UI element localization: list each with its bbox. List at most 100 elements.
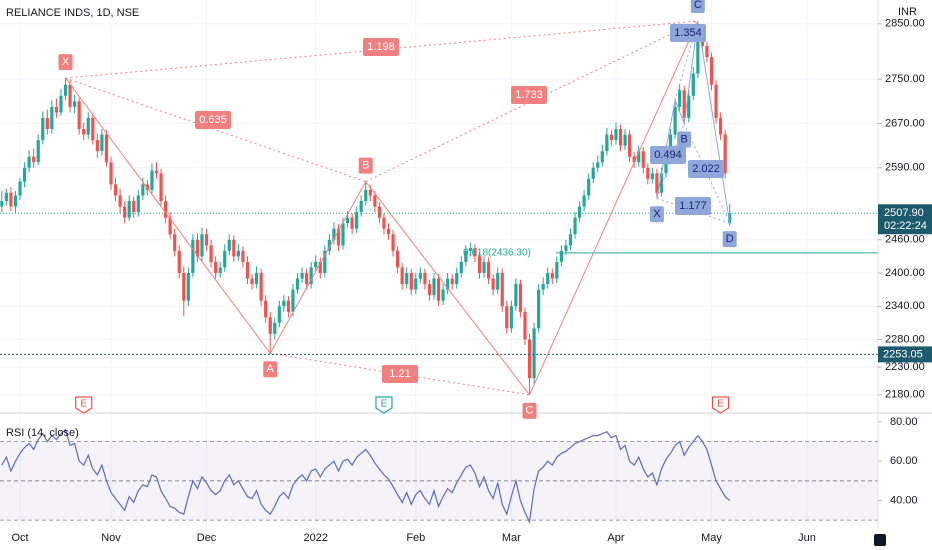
candle-body [450, 278, 454, 285]
pattern-leg [674, 100, 685, 124]
grid [0, 0, 878, 528]
logo-icon[interactable] [874, 534, 886, 546]
x-tick-label: Dec [197, 532, 217, 544]
candle-body [678, 90, 682, 107]
x-tick-label: Mar [502, 532, 521, 544]
ratio-box [675, 197, 711, 215]
candle-body [218, 267, 222, 274]
candle-body [350, 217, 354, 229]
candle-body [63, 84, 68, 96]
candle-body [600, 151, 604, 163]
candle-body [68, 84, 72, 107]
y-tick-label: 2400.00 [885, 267, 925, 279]
candle-body [50, 106, 54, 130]
pattern-point-label: A [267, 363, 275, 375]
candle-body [9, 192, 13, 207]
candle-body [45, 117, 49, 130]
candle-body [486, 261, 491, 279]
candle-body [0, 201, 4, 207]
candle-body [268, 317, 272, 334]
event-marker [711, 396, 730, 414]
pattern-ratio-leg [683, 123, 731, 224]
ratio-box [511, 86, 547, 104]
candle-body [700, 40, 704, 46]
candle-body [468, 248, 472, 251]
candle-body [177, 250, 181, 274]
candle-body [646, 167, 650, 179]
candle-body [150, 170, 154, 190]
y-tick-label: 2280.00 [885, 333, 925, 345]
candle-body [173, 234, 177, 251]
event-marker [75, 396, 93, 414]
candle-body [54, 106, 59, 113]
candle-body [427, 284, 432, 296]
pattern-point-box [58, 54, 73, 71]
candle-body [573, 217, 577, 235]
pattern-ratio-leg [365, 20, 699, 183]
candle-body [514, 284, 518, 307]
candle-body [355, 212, 359, 229]
candle-body [696, 40, 700, 74]
candle-body [123, 206, 127, 218]
y-tick-label: 2340.00 [885, 300, 925, 312]
candle-body [555, 261, 559, 279]
countdown-label: 02:22:24 [884, 220, 927, 232]
candle-body [4, 192, 8, 202]
ratio-label: 0.635 [199, 114, 227, 126]
candle-body [405, 273, 409, 285]
y-tick-label: 2460.00 [885, 234, 925, 246]
ratio-box [195, 111, 231, 129]
candle-body [532, 328, 536, 379]
candle-body [182, 273, 186, 301]
candle-body [136, 195, 140, 213]
candle-body [359, 201, 363, 213]
pattern-point-box [690, 0, 705, 14]
candle-body [232, 239, 236, 257]
candle-body [204, 234, 209, 246]
candle-body [687, 95, 691, 118]
candle-body [300, 273, 304, 279]
candle-body [432, 278, 436, 296]
candle-body [264, 300, 268, 318]
pattern-point-label: D [726, 233, 734, 245]
candle-body [113, 184, 118, 196]
candle-body [305, 273, 309, 285]
candle-body [446, 278, 450, 290]
rsi-title: RSI (14, close) [6, 427, 79, 439]
ratio-label: 1.733 [515, 89, 543, 101]
x-tick-label: 2022 [303, 532, 327, 544]
event-marker [375, 396, 393, 414]
candle-body [414, 278, 418, 290]
event-label: E [381, 399, 388, 410]
candle-body [341, 223, 345, 246]
ratio-box [650, 146, 686, 164]
candle-body [614, 129, 618, 141]
candle-body [345, 217, 350, 224]
candle-body [86, 117, 90, 135]
candle-body [723, 134, 727, 174]
ratio-label: 0.494 [654, 149, 682, 161]
y-tick-label: 2670.00 [885, 117, 925, 129]
candle-body [132, 201, 136, 213]
candle-body [209, 245, 213, 262]
candle-body [400, 267, 404, 285]
x-tick-label: May [701, 532, 722, 544]
last-price-label: 2507.90 [884, 207, 924, 219]
ratio-box [363, 38, 399, 56]
candle-body [373, 195, 377, 207]
last-price-box [878, 204, 932, 235]
pattern-point-label: C [694, 0, 702, 11]
candle-body [41, 117, 45, 141]
candle-body [323, 250, 327, 274]
rsi-band-fill [0, 441, 878, 521]
candle-body [154, 170, 159, 174]
candle-body [118, 195, 122, 207]
candle-body [277, 306, 281, 323]
candle-body [391, 234, 395, 251]
candle-body [477, 256, 482, 274]
candle-body [163, 201, 168, 218]
candle-body [568, 234, 573, 246]
candle-body [382, 217, 386, 229]
